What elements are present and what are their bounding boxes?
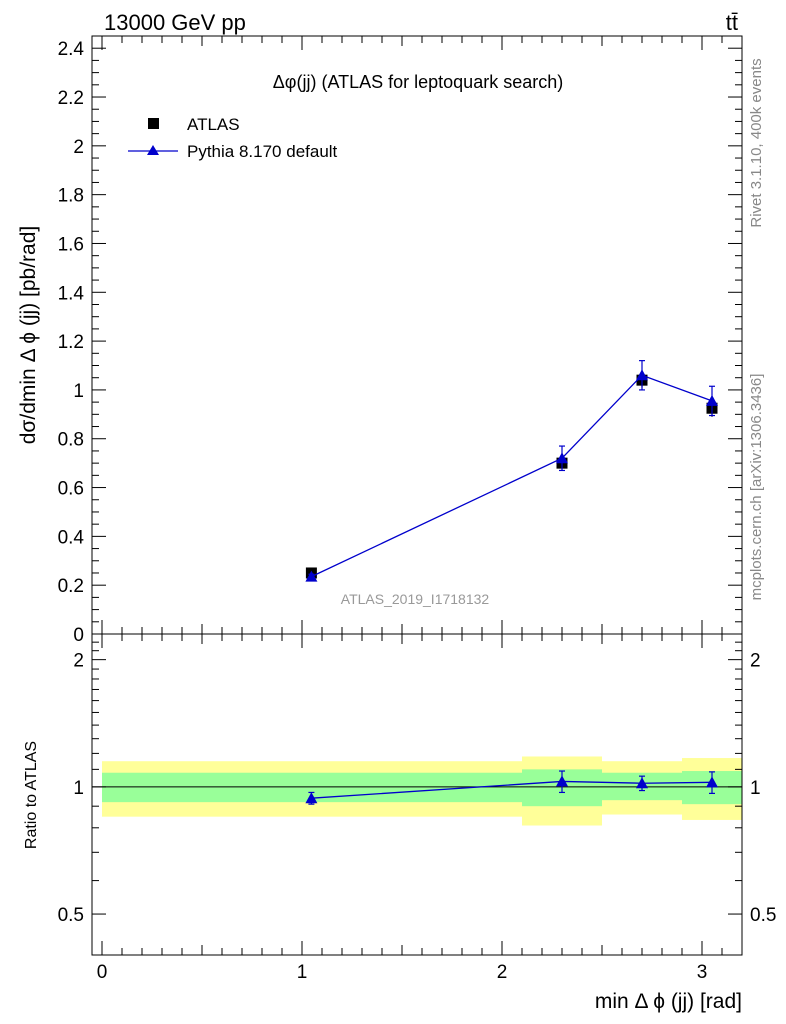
pythia-data-point (305, 570, 318, 582)
ratio-pythia-point (556, 775, 568, 787)
ratio-x-tick-label: 3 (697, 962, 708, 983)
main-y-tick-label: 1.2 (58, 332, 84, 353)
ratio-pythia-line (311, 780, 713, 799)
main-title: Δφ(jj) (ATLAS for leptoquark search) (273, 72, 563, 92)
main-y-axis-label: dσ/dmin Δ ϕ (jj) [pb/rad] (17, 226, 40, 445)
main-y-tick-label: 0.2 (58, 576, 84, 597)
pythia-line (311, 374, 713, 578)
main-y-tick-label: 2 (73, 137, 84, 158)
ratio-x-tick-label: 0 (97, 962, 108, 983)
process-label: tt̄ (726, 10, 738, 35)
ratio-y-axis-label: Ratio to ATLAS (23, 741, 40, 849)
mcplots-label: mcplots.cern.ch [arXiv:1306.3436] (748, 374, 765, 601)
energy-label: 13000 GeV pp (104, 10, 246, 35)
ratio-y-tick-label: 2 (73, 651, 84, 672)
ratio-pythia-point (636, 777, 648, 789)
pythia-data-point (706, 394, 718, 406)
main-y-tick-label: 0.6 (58, 479, 84, 500)
ratio-x-tick-label: 1 (297, 962, 308, 983)
ratio-y-tick-label: 1 (73, 778, 84, 799)
legend-atlas-label: ATLAS (187, 115, 240, 134)
ratio-x-tick-label: 2 (497, 962, 508, 983)
analysis-watermark: ATLAS_2019_I1718132 (341, 591, 490, 607)
main-y-tick-label: 0 (73, 625, 84, 646)
legend-pythia-marker (147, 145, 159, 155)
main-y-tick-label: 1.6 (58, 234, 84, 255)
x-axis-label: min Δ ϕ (jj) [rad] (595, 990, 742, 1013)
ratio-y-tick-label-right: 1 (750, 778, 761, 799)
main-y-tick-label: 1.4 (58, 283, 85, 304)
legend: ATLAS Pythia 8.170 default (128, 115, 338, 161)
main-y-tick-label: 2.4 (58, 39, 85, 60)
rivet-label: Rivet 3.1.10, 400k events (748, 58, 765, 227)
main-y-tick-label: 0.4 (58, 527, 85, 548)
main-panel: 0 0.2 0.4 0.6 0.8 1 1.2 1.4 1.6 1.8 2 2.2 2.4 Δφ(jj) … (17, 35, 743, 646)
ratio-pythia-point (305, 792, 318, 804)
legend-atlas-marker (148, 118, 159, 129)
ratio-pythia-point (706, 776, 718, 788)
pythia-data-point (556, 452, 568, 464)
main-y-tick-label: 1 (73, 381, 84, 402)
main-y-tick-label: 1.8 (58, 186, 84, 207)
pythia-data-point (636, 369, 648, 381)
ratio-panel: 0.5 0.5 1 1 2 2 0 1 2 3 Ratio to ATLAS min Δ ϕ (jj)… (23, 633, 776, 1013)
ratio-frame (91, 633, 743, 956)
main-y-tick-label: 2.2 (58, 88, 84, 109)
ratio-y-tick-label: 0.5 (58, 905, 84, 926)
legend-pythia-label: Pythia 8.170 default (187, 142, 338, 161)
ratio-y-tick-label-right: 2 (750, 651, 761, 672)
ratio-y-tick-label-right: 0.5 (750, 905, 776, 926)
main-y-tick-label: 0.8 (58, 430, 84, 451)
